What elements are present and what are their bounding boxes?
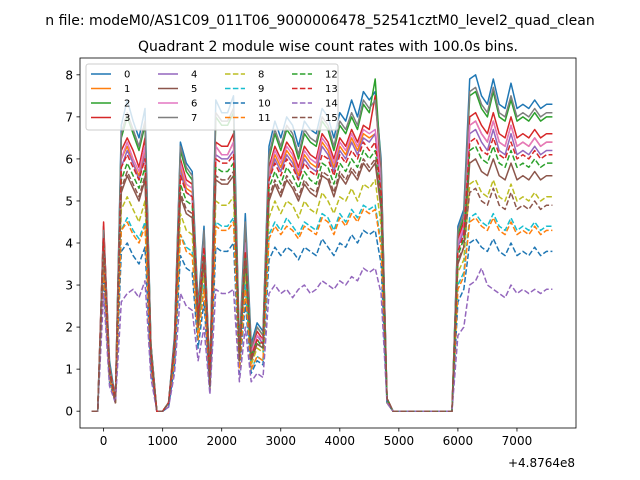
y-tick-label: 5 — [65, 194, 73, 208]
y-tick-label: 0 — [65, 405, 73, 419]
legend-label-0: 0 — [124, 70, 130, 81]
series-line-4 — [91, 128, 553, 412]
x-tick-label: 2000 — [206, 434, 237, 448]
series-line-9 — [91, 204, 553, 412]
series-line-10 — [91, 229, 553, 412]
figure-suptitle: n file: modeM0/AS1C09_011T06_9000006478_… — [45, 13, 594, 29]
legend-label-13: 13 — [325, 84, 338, 95]
legend-label-15: 15 — [325, 113, 338, 124]
legend-label-6: 6 — [191, 99, 197, 110]
series-line-15 — [91, 158, 553, 412]
legend-label-4: 4 — [191, 70, 197, 81]
series-line-11 — [91, 208, 553, 412]
y-tick-label: 8 — [65, 68, 73, 82]
legend-label-1: 1 — [124, 84, 130, 95]
x-tick-label: 0 — [100, 434, 108, 448]
x-tick-label: 3000 — [265, 434, 296, 448]
legend-label-3: 3 — [124, 113, 130, 124]
series-line-14 — [91, 267, 553, 412]
series-line-6 — [91, 120, 553, 412]
y-tick-label: 2 — [65, 321, 73, 335]
legend-label-2: 2 — [124, 99, 130, 110]
y-tick-label: 6 — [65, 152, 73, 166]
y-tick-label: 1 — [65, 363, 73, 377]
legend-label-5: 5 — [191, 84, 197, 95]
legend-box — [85, 63, 339, 131]
series-line-1 — [91, 120, 553, 412]
x-tick-label: 6000 — [443, 434, 474, 448]
series-line-12 — [91, 145, 553, 412]
y-tick-label: 7 — [65, 110, 73, 124]
series-line-5 — [91, 158, 553, 412]
legend-label-11: 11 — [258, 113, 271, 124]
legend-label-10: 10 — [258, 99, 271, 110]
chart-title: Quadrant 2 module wise count rates with … — [138, 39, 518, 55]
legend-label-14: 14 — [325, 99, 338, 110]
x-tick-label: 7000 — [502, 434, 533, 448]
legend-label-9: 9 — [258, 84, 264, 95]
legend-label-7: 7 — [191, 113, 197, 124]
legend-label-12: 12 — [325, 70, 338, 81]
x-tick-label: 4000 — [325, 434, 356, 448]
x-tick-label: 5000 — [384, 434, 415, 448]
x-axis-offset-label: +4.8764e8 — [508, 456, 575, 470]
legend-label-8: 8 — [258, 70, 264, 81]
x-tick-label: 1000 — [147, 434, 178, 448]
y-tick-label: 3 — [65, 279, 73, 293]
y-tick-label: 4 — [65, 237, 73, 251]
